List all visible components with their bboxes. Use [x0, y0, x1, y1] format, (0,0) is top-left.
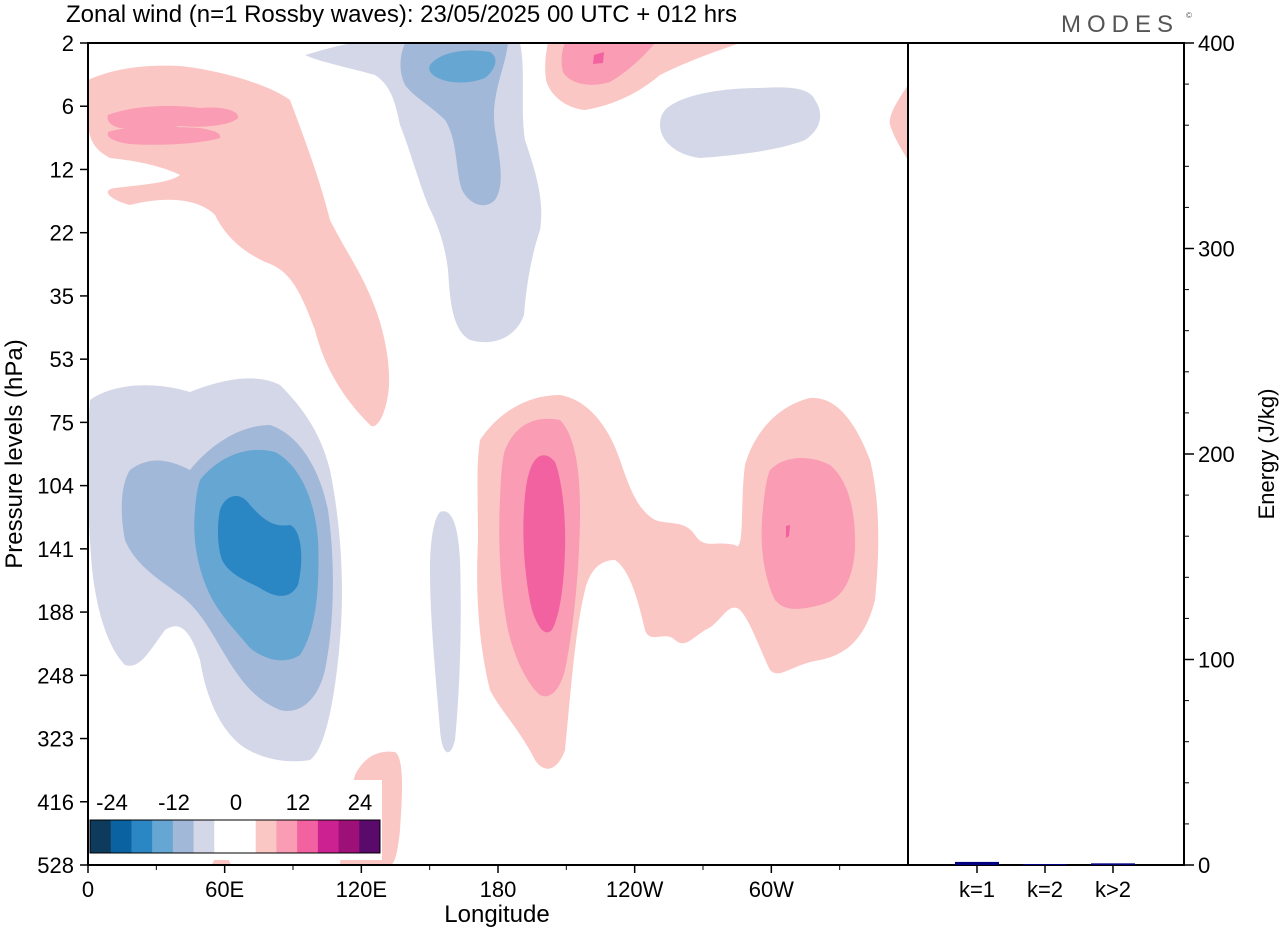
y-tick-label: 323: [37, 727, 74, 752]
contour-neg-upper-12: [429, 50, 496, 83]
colorbar-swatch: [317, 820, 340, 853]
contour-pos-right-16: [786, 525, 790, 538]
contour-neg-upper-right: [660, 87, 821, 158]
energy-category-label: k=2: [1027, 877, 1063, 902]
x-axis-ticks: 0 60E 120E 180 120W 60W: [82, 865, 841, 902]
colorbar-border: [89, 819, 381, 854]
y-tick-label: 22: [50, 221, 74, 246]
energy-axis-ticks: 0 100 200 300 400: [1184, 31, 1235, 878]
contour-pos-top-mid-12: [561, 43, 655, 85]
energy-bars: [955, 861, 1135, 865]
y-tick-label: 75: [50, 410, 74, 435]
contour-pos-right-8: [761, 458, 856, 609]
energy-axis-label: Energy (J/kg): [1254, 389, 1279, 520]
colorbar-tick-label: 12: [286, 790, 310, 815]
energy-category-label: k>2: [1095, 877, 1131, 902]
y-tick-label: 53: [50, 347, 74, 372]
energy-tick-label: 300: [1198, 237, 1235, 262]
energy-bar: [955, 861, 999, 865]
y-tick-label: 104: [37, 474, 74, 499]
colorbar-labels: -24 -12 0 12 24: [96, 790, 372, 815]
colorbar-swatch: [193, 820, 215, 853]
energy-tick-label: 0: [1198, 853, 1210, 878]
colorbar-swatch: [235, 820, 257, 853]
contour-pos-upper-left: [88, 65, 390, 427]
x-tick-label: 60E: [205, 877, 244, 902]
energy-tick-label: 200: [1198, 442, 1235, 467]
energy-tick-label: 100: [1198, 648, 1235, 673]
colorbar-swatch: [297, 820, 319, 853]
y-tick-label: 35: [50, 284, 74, 309]
y-axis-ticks: 2 6 12 22 35 53 75 104 141 188 248 323 416 528: [37, 31, 88, 878]
contour-pos-mid-16: [523, 455, 566, 633]
x-tick-label: 120W: [606, 877, 664, 902]
contour-neg-thin-vertical: [430, 511, 461, 753]
y-tick-label: 416: [37, 790, 74, 815]
chart-title: Zonal wind (n=1 Rossby waves): 23/05/202…: [66, 1, 737, 28]
colorbar-swatch: [90, 820, 112, 853]
colorbar-swatch: [276, 820, 298, 853]
modes-logo: MODES: [1061, 11, 1179, 38]
colorbar-swatch: [338, 820, 360, 853]
contour-pos-top-mid-16: [593, 52, 604, 64]
colorbar-swatch: [172, 820, 195, 853]
x-tick-label: 60W: [749, 877, 794, 902]
contour-pos-upper-left-12b: [107, 126, 221, 145]
colorbar: [88, 780, 382, 860]
y-tick-label: 248: [37, 663, 74, 688]
x-axis-label: Longitude: [444, 901, 549, 928]
y-tick-label: 2: [62, 31, 74, 56]
y-tick-label: 12: [50, 157, 74, 182]
colorbar-tick-label: -24: [96, 790, 128, 815]
x-tick-label: 180: [480, 877, 517, 902]
colorbar-tick-label: 0: [230, 790, 242, 815]
colorbar-swatch: [110, 820, 132, 853]
contour-field: [88, 43, 908, 865]
colorbar-swatch: [359, 820, 381, 853]
energy-bar-labels: k=1 k=2 k>2: [959, 865, 1131, 902]
contour-pos-right-edge: [889, 85, 908, 160]
energy-category-label: k=1: [959, 877, 995, 902]
energy-tick-label: 400: [1198, 31, 1235, 56]
colorbar-tick-label: 24: [348, 790, 372, 815]
y-tick-label: 188: [37, 600, 74, 625]
colorbar-swatch: [131, 820, 153, 853]
colorbar-tick-label: -12: [158, 790, 190, 815]
x-tick-label: 120E: [336, 877, 387, 902]
energy-bar: [1023, 864, 1067, 865]
contour-pos-upper-left-12: [107, 106, 239, 130]
contour-neg-lower-20: [217, 495, 302, 596]
energy-bar: [1091, 863, 1135, 865]
colorbar-swatch: [152, 820, 174, 853]
y-tick-label: 6: [62, 94, 74, 119]
colorbar-swatch: [255, 820, 277, 853]
x-tick-label: 0: [82, 877, 94, 902]
colorbar-swatch: [214, 820, 236, 853]
contour-neg-upper-8: [400, 43, 508, 206]
logo-registered-mark: ©: [1186, 11, 1192, 20]
y-tick-label: 141: [37, 537, 74, 562]
y-tick-label: 528: [37, 853, 74, 878]
y-axis-label: Pressure levels (hPa): [1, 339, 28, 568]
energy-panel-frame: [907, 42, 1185, 866]
